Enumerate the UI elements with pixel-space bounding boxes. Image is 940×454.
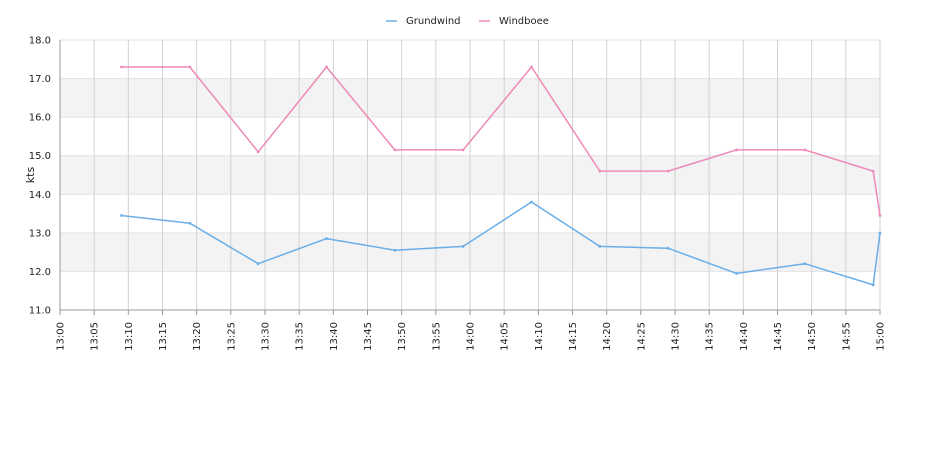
x-tick-label: 14:45 [773,322,784,351]
x-tick-label: 13:05 [90,322,101,351]
data-point [256,150,260,154]
legend-label: Windboee [499,16,549,27]
x-axis-ticks: 13:00 13:05 13:10 13:15 13:20 13:25 13:30 13:35… [56,322,887,351]
data-point [393,248,397,252]
data-point [461,148,465,152]
x-tick-label: 13:00 [56,322,67,351]
data-point [666,169,670,173]
x-tick-label: 14:00 [466,322,477,351]
x-tick-label: 14:50 [807,322,818,351]
data-point [803,262,807,266]
data-point [325,65,328,69]
data-point [735,271,738,275]
x-tick-label: 14:10 [534,322,545,351]
grid-lines [59,39,881,311]
x-tick-label: 14:35 [705,322,716,351]
data-point [598,244,602,248]
x-tick-label: 13:10 [124,322,135,351]
data-point [188,221,192,225]
y-tick-label: 13.0 [29,228,51,239]
x-tick-label: 14:40 [739,322,750,351]
legend-label: Grundwind [406,16,461,27]
data-point [188,65,192,69]
x-tick-label: 13:30 [261,322,272,351]
y-axis-ticks: 11.0 12.0 13.0 14.0 15.0 16.0 17.0 18.0 [29,36,51,317]
data-point [598,169,602,173]
data-point [878,231,882,235]
y-tick-label: 15.0 [29,151,51,162]
y-tick-label: 11.0 [29,306,51,317]
data-point [871,169,875,173]
axes [59,40,881,315]
x-tick-label: 13:45 [363,322,374,351]
x-tick-label: 13:15 [158,322,169,351]
series-lines [120,65,882,287]
data-point [530,200,533,204]
x-tick-label: 15:00 [876,322,887,351]
x-tick-label: 14:55 [841,322,852,351]
y-tick-label: 14.0 [29,190,51,201]
y-tick-label: 12.0 [29,267,51,278]
x-tick-label: 14:30 [671,322,682,351]
x-tick-label: 13:50 [397,322,408,351]
data-point [325,237,328,241]
data-point [735,148,738,152]
y-tick-label: 17.0 [29,74,51,85]
y-tick-label: 16.0 [29,113,51,124]
x-tick-label: 13:25 [226,322,237,351]
data-point [878,214,882,217]
x-tick-label: 13:35 [295,322,306,351]
legend: Grundwind Windboee [386,16,549,27]
x-tick-label: 14:20 [602,322,613,351]
y-tick-label: 18.0 [29,36,51,47]
x-tick-label: 14:25 [636,322,647,351]
data-point [803,148,807,152]
x-tick-label: 14:15 [568,322,579,351]
x-tick-label: 14:05 [500,322,511,351]
data-point [393,148,397,152]
y-axis-title: kts [24,167,37,184]
x-tick-label: 13:55 [431,322,442,351]
data-point [461,244,465,248]
x-tick-label: 13:40 [329,322,340,351]
data-point [120,214,123,217]
data-point [530,65,533,69]
data-point [120,65,123,69]
data-point [666,246,670,250]
x-tick-label: 13:20 [192,322,203,351]
data-point [871,283,875,287]
data-point [256,262,260,266]
